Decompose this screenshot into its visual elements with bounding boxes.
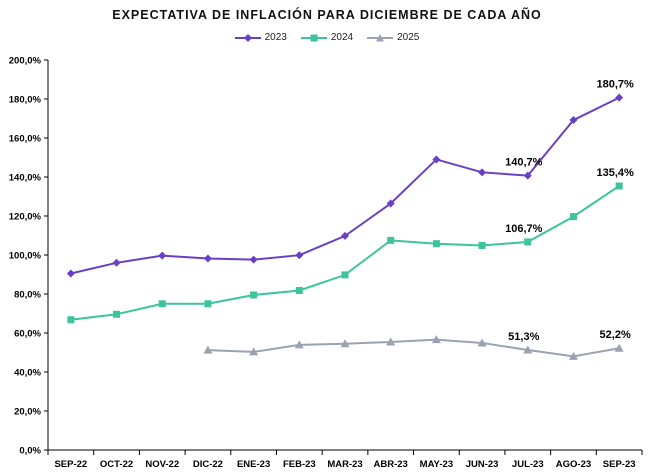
data-point-2025 [614,343,624,352]
data-point-2024 [295,286,303,294]
data-point-2023 [158,251,167,260]
x-tick-label: ABR-23 [374,459,408,470]
y-tick-label: 0,0% [19,446,41,457]
y-tick-label: 200,0% [9,56,42,67]
x-tick-label: FEB-23 [283,459,316,470]
data-point-2023 [523,171,532,180]
x-tick-label: DIC-22 [193,459,223,470]
x-tick-label: SEP-22 [54,459,87,470]
y-tick-label: 160,0% [9,134,42,145]
data-point-2023 [203,254,212,263]
data-point-2024 [158,300,166,308]
data-point-2024 [615,182,623,190]
data-label: 140,7% [505,157,543,169]
data-label: 52,2% [600,329,631,341]
data-point-2023 [341,231,349,240]
series-line-2023 [70,96,620,275]
legend-swatch-2024 [300,34,327,41]
y-tick-label: 80,0% [14,290,41,301]
legend-label-2025: 2025 [397,32,420,43]
data-point-2025 [568,351,578,360]
y-tick-label: 180,0% [9,95,42,106]
data-point-2025 [249,347,259,356]
legend-label-2024: 2024 [330,32,354,43]
data-point-2025 [340,339,350,348]
data-point-2023 [66,269,75,278]
data-point-2023 [295,251,304,260]
data-point-2023 [478,168,487,177]
data-point-2024 [524,238,532,246]
x-tick-label: OCT-22 [100,459,133,470]
data-point-2025 [431,335,441,344]
legend-item-2025: 2025 [367,32,419,43]
legend-swatch-2025 [367,33,394,41]
data-point-2023 [386,199,395,208]
data-point-2023 [569,116,578,125]
data-label: 106,7% [505,223,543,235]
data-point-2024 [67,316,75,324]
data-point-2023 [432,155,441,164]
data-point-2024 [204,300,212,308]
data-point-2025 [294,340,304,349]
data-label: 135,4% [596,167,634,179]
legend-label-2023: 2023 [264,32,287,43]
y-tick-label: 40,0% [14,368,41,379]
legend-item-2023: 2023 [234,32,287,43]
data-point-2024 [569,213,577,221]
series-line-2024 [70,185,620,321]
x-tick-label: MAR-23 [327,459,362,470]
data-point-2025 [477,338,487,347]
data-point-2024 [387,236,395,244]
x-tick-label: MAY-23 [420,459,453,470]
x-tick-label: NOV-22 [145,459,179,470]
y-tick-label: 120,0% [9,212,42,223]
data-point-2023 [112,258,121,267]
data-point-2025 [386,337,396,346]
x-tick-label: JUL-23 [512,459,544,470]
x-tick-label: SEP-23 [603,459,636,470]
series-line-2025 [207,338,620,358]
data-point-2025 [203,345,213,354]
x-tick-label: JUN-23 [466,459,499,470]
data-label: 51,3% [508,331,539,343]
x-tick-label: AGO-23 [556,459,591,470]
chart-legend: 2023 2024 2025 [0,32,654,43]
data-label: 180,7% [596,79,634,91]
legend-item-2024: 2024 [300,32,354,43]
y-tick-label: 100,0% [9,251,42,262]
data-point-2024 [250,291,258,299]
y-tick-label: 20,0% [14,407,41,418]
data-point-2024 [478,241,486,249]
data-point-2024 [341,271,349,279]
data-point-2023 [249,255,258,264]
data-point-2025 [523,345,533,354]
x-tick-label: ENE-23 [237,459,270,470]
chart-title: EXPECTATIVA DE INFLACIÓN PARA DICIEMBRE … [112,8,542,22]
legend-swatch-2023 [234,33,261,42]
y-tick-label: 140,0% [9,173,42,184]
data-point-2024 [432,240,440,248]
data-point-2024 [113,310,121,318]
y-tick-label: 60,0% [14,329,41,340]
data-point-2023 [615,93,624,102]
